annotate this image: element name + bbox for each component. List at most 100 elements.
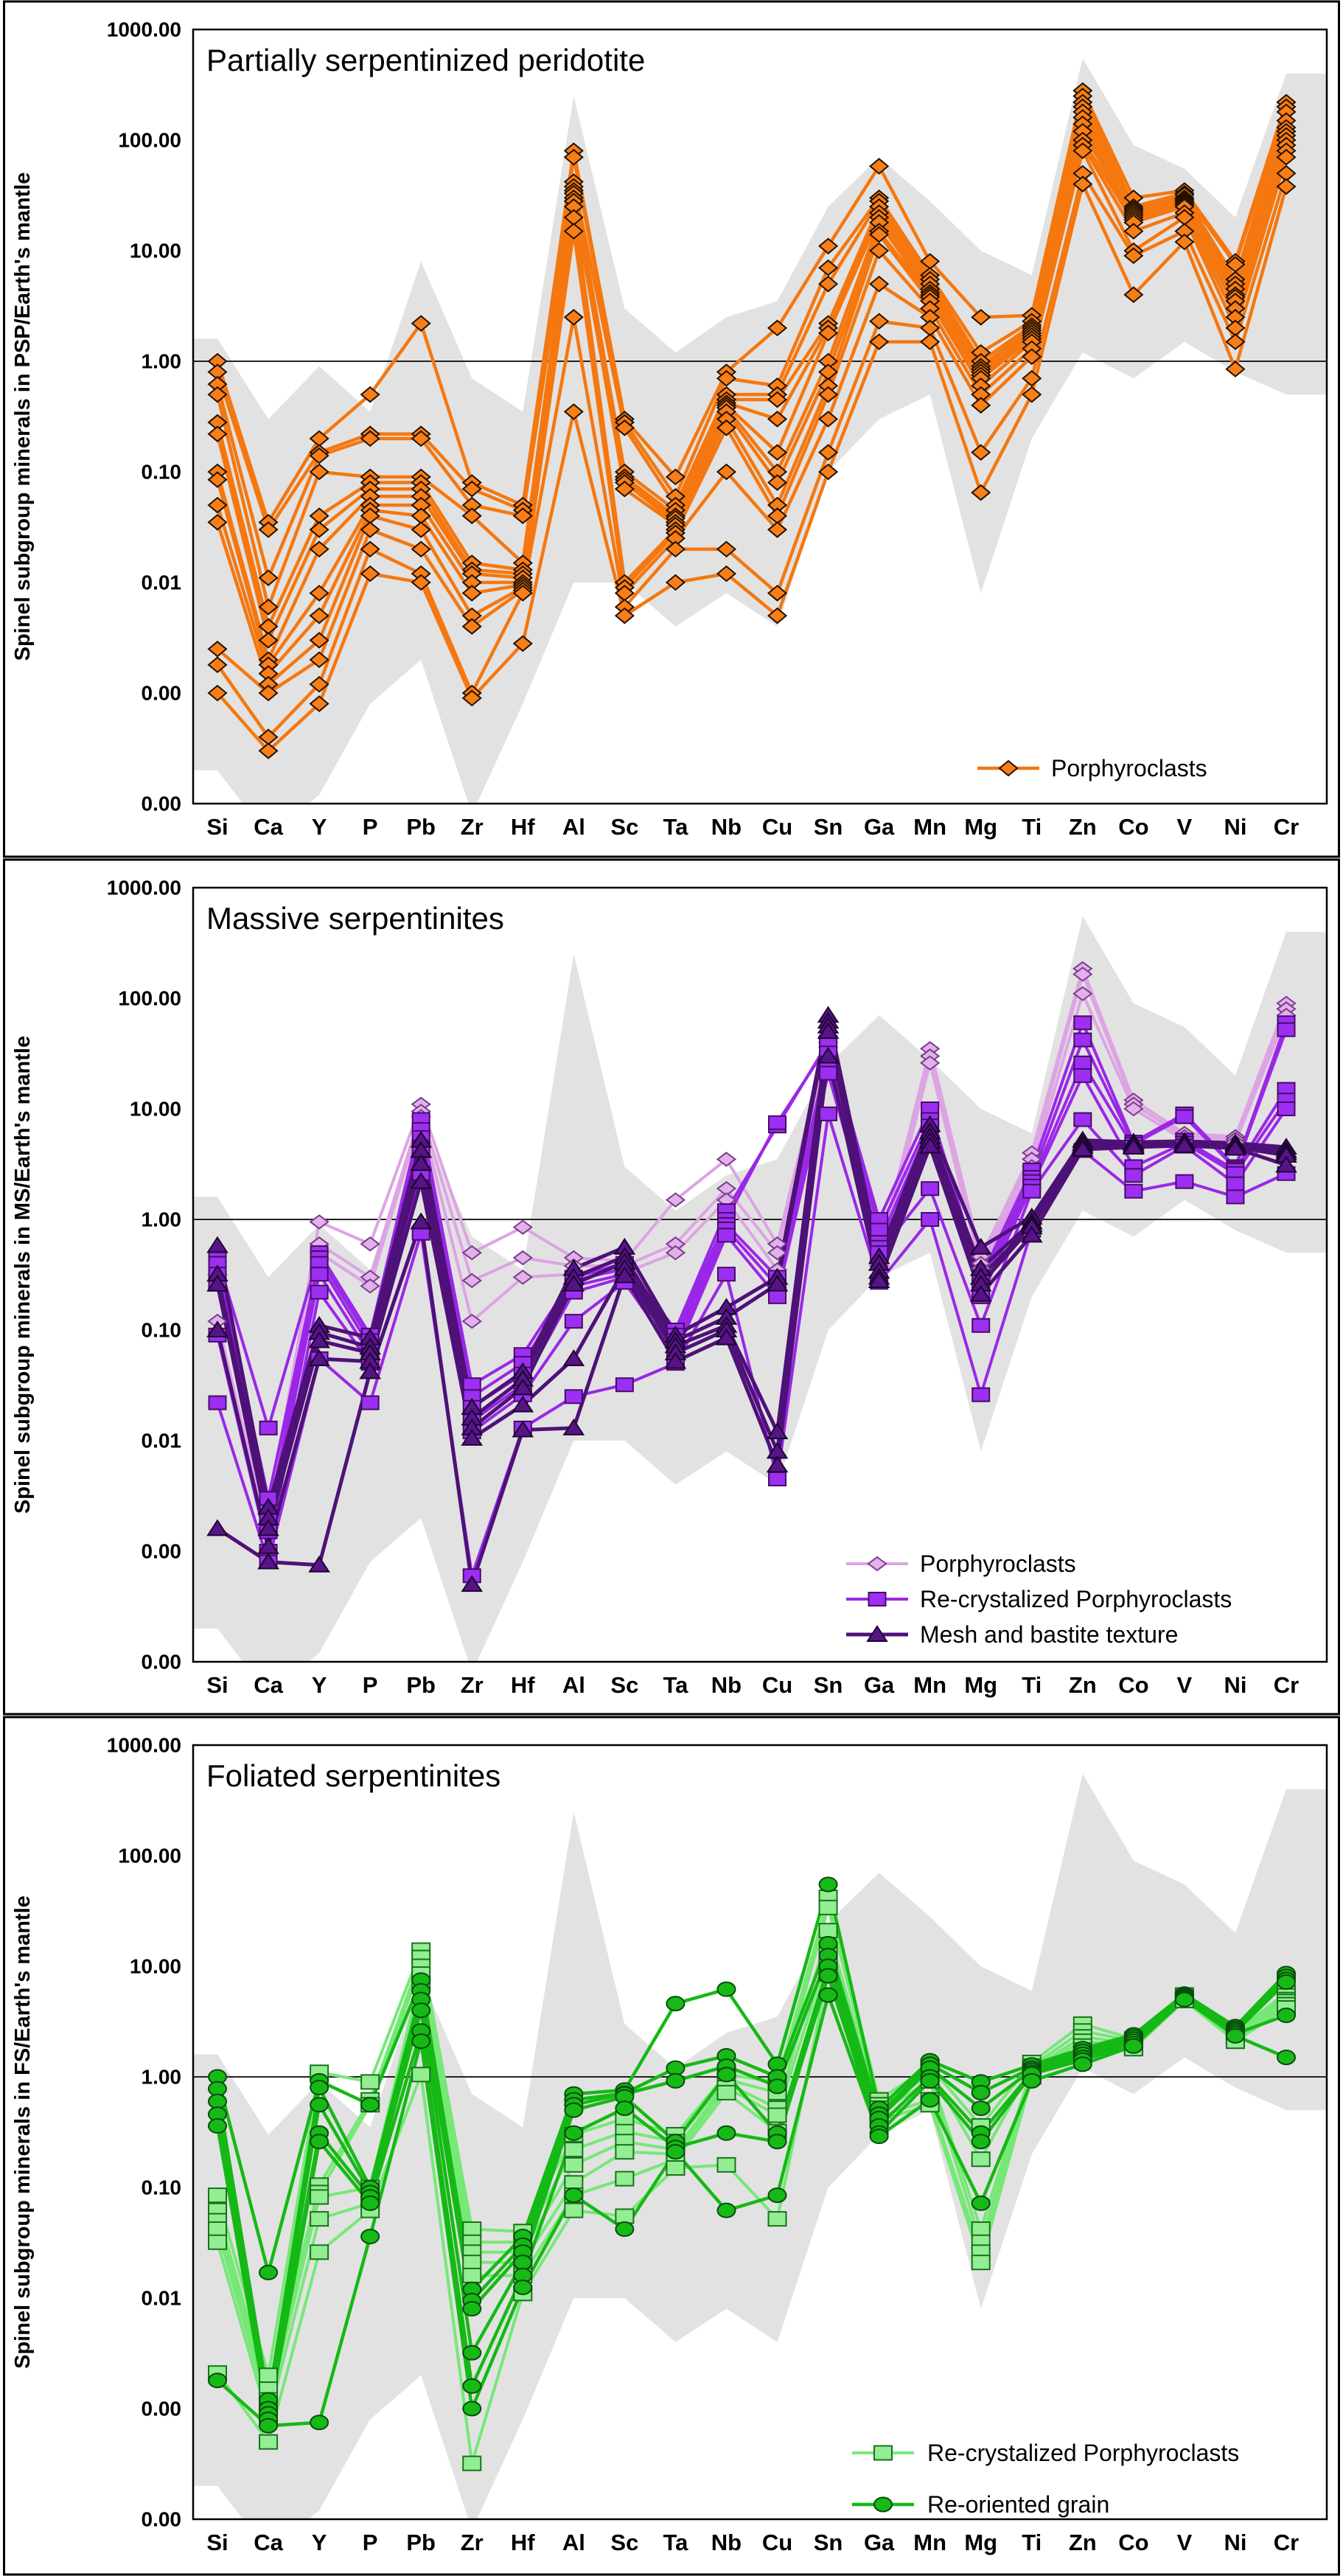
data-point-square: [716, 1228, 736, 1243]
series-line-diamond: [216, 992, 1288, 1534]
x-axis-element-label: Zn: [1069, 1672, 1097, 1698]
data-point-square: [310, 2211, 329, 2227]
data-point-circle: [564, 2125, 584, 2141]
data-point-diamond: [512, 585, 533, 602]
data-point-circle: [666, 2060, 686, 2076]
x-axis-element-label: P: [363, 2530, 378, 2555]
data-point-square: [1175, 1174, 1194, 1189]
data-point-diamond: [309, 651, 329, 669]
x-axis-element-label: V: [1177, 814, 1193, 840]
data-point-triangle: [868, 1271, 890, 1288]
data-point-diamond: [818, 411, 839, 428]
series-line-circle: [215, 1974, 1288, 2421]
data-point-circle: [360, 2195, 380, 2211]
y-axis-tick-label: 100.00: [118, 129, 181, 152]
data-point-diamond: [360, 386, 380, 403]
data-point-circle: [1174, 1991, 1194, 2008]
data-point-triangle: [1224, 1138, 1246, 1156]
mantle-envelope: [193, 1773, 1327, 2519]
series-line-diamond: [215, 88, 1288, 524]
data-point-circle: [1072, 2056, 1092, 2072]
data-point-diamond: [360, 1236, 380, 1252]
data-point-diamond: [258, 569, 279, 587]
data-point-circle: [869, 2128, 889, 2145]
data-point-diamond: [665, 540, 686, 558]
y-axis-title: Spinel subgroup minerals in FS/Earth's m…: [11, 1896, 35, 2369]
data-point-circle: [1277, 2008, 1296, 2024]
data-point-circle: [1277, 1974, 1296, 1990]
data-point-diamond: [1022, 348, 1042, 366]
x-axis-element-label: V: [1177, 2530, 1193, 2555]
data-point-diamond: [665, 1192, 686, 1208]
data-point-square: [921, 1212, 940, 1227]
data-point-diamond: [1123, 1101, 1144, 1117]
x-axis-element-label: Cu: [762, 2530, 792, 2555]
data-point-square: [615, 2208, 635, 2224]
series-line-circle: [215, 1993, 1288, 2428]
data-point-triangle: [817, 1046, 840, 1064]
data-point-diamond: [411, 521, 431, 538]
data-point-circle: [920, 2092, 940, 2108]
y-axis-tick-label: 10.00: [130, 1955, 181, 1978]
x-axis-element-label: Ni: [1224, 1672, 1246, 1698]
data-point-diamond: [818, 259, 839, 276]
x-axis-element-label: Ni: [1224, 2530, 1246, 2555]
data-point-circle: [310, 2097, 329, 2113]
panel-partially-serpentinized-peridotite: 1000.00 100.00 10.00 1.00 0.10 0.01 0.00 0.00 Si…: [3, 0, 1340, 858]
data-point-diamond: [818, 237, 839, 255]
x-axis-element-label: Ti: [1022, 2530, 1042, 2555]
data-point-square: [768, 1289, 787, 1304]
series-line-diamond: [216, 967, 1288, 1515]
series-line-triangle: [215, 1054, 1288, 1587]
data-point-diamond: [1022, 369, 1042, 387]
data-point-circle: [259, 2264, 279, 2280]
data-point-diamond: [207, 514, 228, 531]
data-point-circle: [818, 1968, 838, 1984]
data-point-circle: [818, 1876, 838, 1893]
panel-massive-serpentinites: 1000.00 100.00 10.00 1.00 0.10 0.01 0.00 0.00 Si…: [3, 858, 1340, 1716]
data-point-triangle: [410, 1212, 433, 1230]
data-point-triangle: [1275, 1155, 1297, 1173]
data-point-diamond: [767, 391, 788, 408]
data-point-square: [564, 2142, 584, 2158]
data-point-square: [921, 1181, 940, 1197]
data-point-diamond: [716, 565, 737, 582]
data-point-diamond: [411, 315, 431, 332]
data-point-triangle: [562, 1418, 585, 1435]
data-point-square: [360, 1395, 380, 1410]
panel-foliated-serpentinites: 1000.00 100.00 10.00 1.00 0.10 0.01 0.00 0.00 Si…: [3, 1716, 1340, 2576]
data-point-square: [1073, 1015, 1092, 1031]
data-point-triangle: [766, 1422, 789, 1440]
data-point-square: [971, 2221, 991, 2238]
data-point-diamond: [818, 275, 839, 293]
data-point-triangle: [206, 1274, 229, 1292]
data-point-square: [1022, 1183, 1042, 1199]
series-line-circle: [215, 1882, 1288, 2291]
data-point-square: [768, 1472, 787, 1487]
data-point-square: [360, 2074, 380, 2090]
x-axis-element-label: V: [1177, 1672, 1193, 1698]
data-point-diamond: [411, 540, 431, 558]
x-axis-element-label: Sn: [814, 1672, 843, 1698]
legend-marker-diamond: [867, 1556, 887, 1572]
x-axis-element-label: Cu: [762, 1672, 792, 1698]
series-line-square: [216, 1896, 1288, 2377]
x-axis-element-label: Zn: [1069, 2530, 1097, 2555]
data-point-square: [462, 2255, 482, 2271]
x-axis-element-label: P: [363, 814, 378, 840]
data-point-circle: [818, 1987, 838, 2003]
data-point-triangle: [206, 1519, 229, 1536]
data-point-circle: [462, 2401, 482, 2417]
data-point-diamond: [869, 226, 890, 243]
data-point-diamond: [869, 158, 890, 175]
x-axis-element-label: Pb: [406, 1672, 436, 1698]
data-point-circle: [716, 2125, 736, 2141]
data-point-triangle: [257, 1552, 279, 1570]
data-point-diamond: [207, 386, 228, 403]
data-point-diamond: [716, 1152, 737, 1167]
x-axis-element-label: Co: [1118, 1672, 1148, 1698]
data-point-diamond: [665, 468, 686, 486]
y-axis-tick-label: 0.00: [142, 2508, 182, 2531]
data-point-square: [1124, 1183, 1143, 1199]
x-axis-element-label: Cr: [1274, 2530, 1299, 2555]
